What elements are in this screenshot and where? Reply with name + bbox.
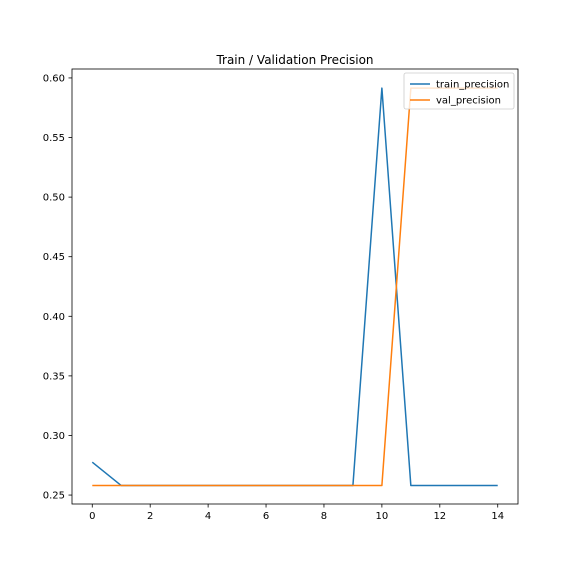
legend-box [403,72,515,110]
plot-frame [71,68,519,505]
x-axis: 0 2 4 6 8 10 12 14 [89,504,504,522]
x-tick-label: 2 [147,511,153,522]
y-tick-label: 0.25 [43,491,65,502]
y-tick-label: 0.50 [43,193,65,204]
y-tick-label: 0.35 [43,371,65,382]
y-tick-label: 0.55 [43,133,65,144]
legend-label: val_precision [436,96,501,107]
x-tick-label: 8 [321,511,327,522]
y-tick-label: 0.30 [43,431,65,442]
x-tick-label: 4 [205,511,211,522]
x-tick-label: 0 [89,511,95,522]
chart-title: Train / Validation Precision [215,53,373,67]
x-tick-label: 10 [376,511,389,522]
legend-label: train_precision [436,80,509,91]
x-tick-label: 12 [433,511,446,522]
y-tick-label: 0.60 [43,73,65,84]
x-tick-label: 14 [491,511,504,522]
y-axis: 0.25 0.30 0.35 0.40 0.45 0.50 0.55 0.60 [43,73,72,502]
x-tick-label: 6 [263,511,269,522]
legend: train_precision val_precision [403,72,515,110]
y-tick-label: 0.45 [43,252,65,263]
y-tick-label: 0.40 [43,312,65,323]
